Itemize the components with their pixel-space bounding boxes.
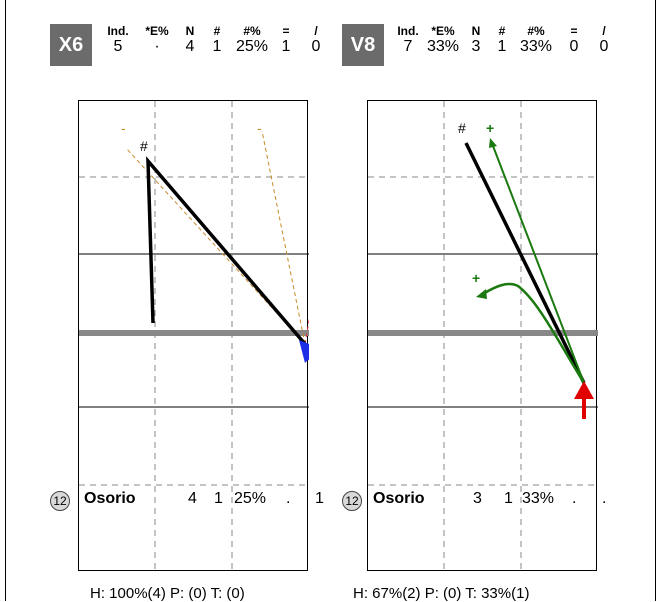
court-panel-right: # + + xyxy=(367,100,598,572)
row-pct: 25% xyxy=(234,490,267,507)
left-border xyxy=(5,0,6,601)
row-slash: 1 xyxy=(315,490,324,507)
stat-eq-right: = 0 xyxy=(569,24,579,56)
stat-hash-left: #1 xyxy=(212,24,222,56)
mark-minus2-left: - xyxy=(257,120,262,136)
stat-slash-left: /0 xyxy=(311,24,321,56)
attack-trajectory-left xyxy=(146,156,307,346)
stat-slash-right: /0 xyxy=(599,24,609,56)
stat-e-right: *E% 33% xyxy=(426,24,460,56)
blue-arrow-icon xyxy=(299,340,309,363)
row-eq: . xyxy=(286,490,291,507)
green-arrow-straight-icon xyxy=(489,138,585,384)
row-slash: . xyxy=(602,490,607,507)
player-name: Osorio xyxy=(84,490,136,507)
stat-hash-right: #1 xyxy=(497,24,507,56)
row-eq: . xyxy=(572,490,577,507)
rotation-badge-right: V8 xyxy=(342,24,384,66)
row-n: 4 xyxy=(188,490,197,507)
stat-hashpct-right: #% 33% xyxy=(519,24,553,56)
mark-plus2-right: + xyxy=(472,270,480,286)
row-pct: 33% xyxy=(522,490,555,507)
footer-summary-right: H: 67%(2) P: (0) T: 33%(1) xyxy=(353,585,530,602)
stat-ind-left: Ind. 5 xyxy=(107,24,129,56)
player-row-right: 12 Osorio 3 1 33% . . xyxy=(340,490,620,512)
row-hash: 1 xyxy=(214,490,223,507)
green-arrow-curved-icon xyxy=(476,282,586,384)
court-panel-left: # - - = xyxy=(78,100,309,572)
player-number-badge: 12 xyxy=(50,491,70,511)
mark-minus1-left: - xyxy=(121,120,126,136)
mark-hash-left: # xyxy=(140,138,148,154)
attack-trajectory-right xyxy=(464,142,586,384)
court-drawing-right: # + + xyxy=(368,101,598,572)
row-n: 3 xyxy=(473,490,482,507)
stat-e-left: *E% · xyxy=(145,24,169,56)
mark-plus1-right: + xyxy=(486,120,494,136)
right-border xyxy=(655,0,656,601)
player-name: Osorio xyxy=(373,490,425,507)
stat-hashpct-left: #% 25% xyxy=(235,24,269,56)
court-drawing-left: # - - = xyxy=(79,101,309,572)
stat-eq-left: = 1 xyxy=(281,24,291,56)
stat-ind-right: Ind. 7 xyxy=(397,24,419,56)
player-row-left: 12 Osorio 4 1 25% . 1 xyxy=(48,490,338,512)
mark-hash-right: # xyxy=(458,120,466,136)
player-number-badge: 12 xyxy=(342,491,362,511)
row-hash: 1 xyxy=(504,490,513,507)
footer-summary-left: H: 100%(4) P: (0) T: (0) xyxy=(90,585,245,602)
red-arrow-icon xyxy=(574,381,594,419)
rotation-badge-left: X6 xyxy=(50,24,92,66)
